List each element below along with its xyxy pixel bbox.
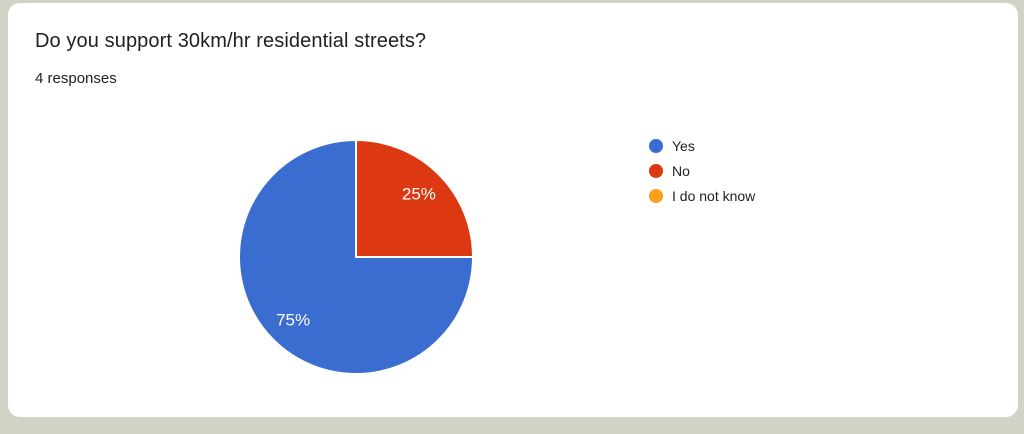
results-card: Do you support 30km/hr residential stree… bbox=[8, 3, 1018, 417]
legend-dot-icon-no bbox=[649, 163, 663, 178]
legend-label-no: No bbox=[672, 162, 690, 179]
pie-slice-no[interactable] bbox=[355, 138, 475, 258]
legend-label-i-do-not-know: I do not know bbox=[672, 187, 756, 204]
legend-item-yes: Yes bbox=[649, 133, 755, 158]
question-title: Do you support 30km/hr residential stree… bbox=[35, 30, 427, 52]
legend-label-yes: Yes bbox=[672, 137, 695, 154]
legend-dot-icon-i-do-not-know bbox=[649, 188, 663, 203]
pie-slice-yes[interactable] bbox=[238, 138, 475, 375]
pie-chart-svg: 75% 25% bbox=[238, 138, 475, 375]
legend-dot-icon-yes bbox=[649, 138, 663, 153]
pie-chart: 75% 25% bbox=[236, 137, 476, 377]
legend: Yes No I do not know bbox=[649, 133, 755, 208]
slice-percent-label-yes: 75% bbox=[276, 310, 310, 329]
response-count: 4 responses bbox=[35, 70, 117, 87]
legend-item-no: No bbox=[649, 158, 755, 183]
legend-item-i-do-not-know: I do not know bbox=[649, 183, 755, 208]
slice-percent-label-no: 25% bbox=[402, 185, 436, 204]
